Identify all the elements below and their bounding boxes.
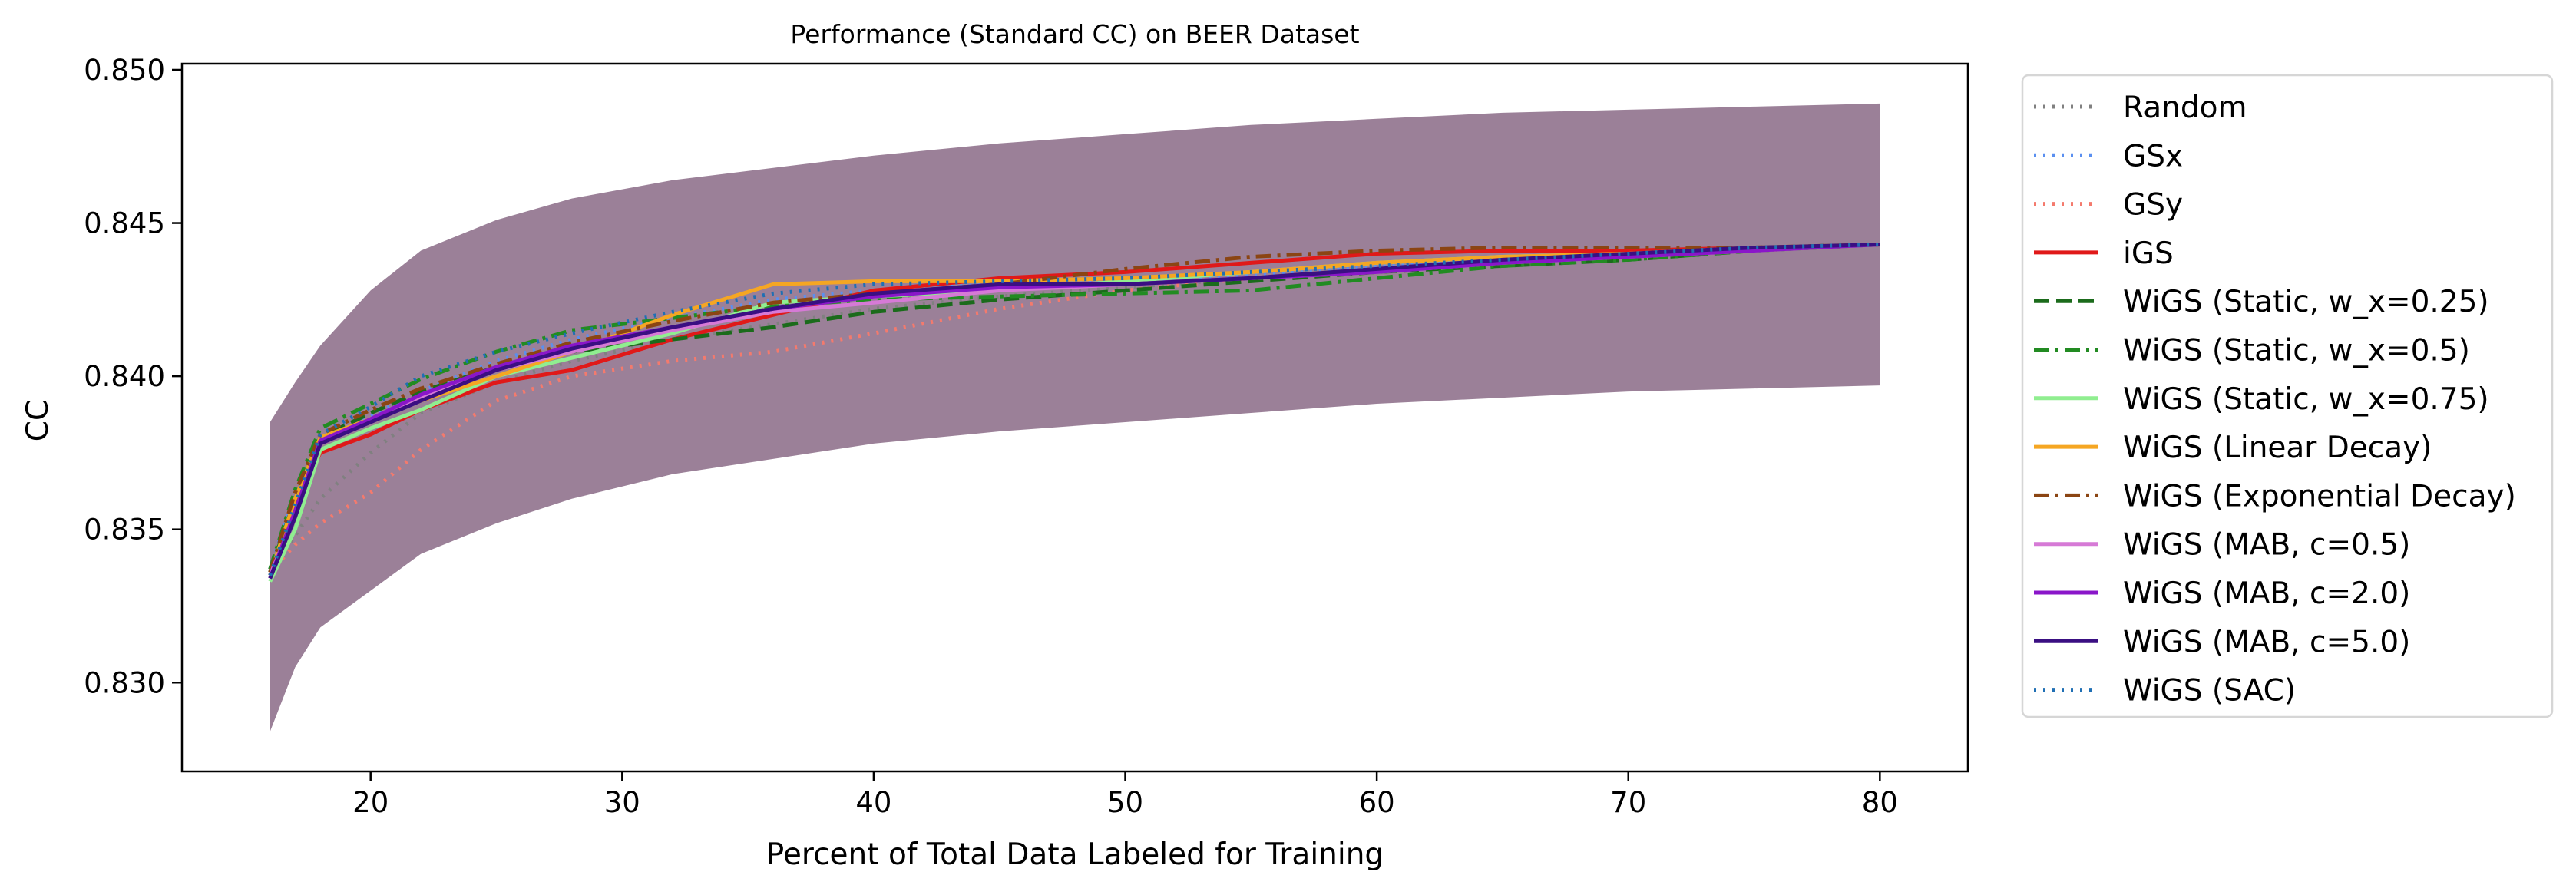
series-line-5	[268, 243, 1880, 570]
legend-label: WiGS (Static, w_x=0.75)	[2123, 382, 2489, 417]
x-tick-label: 60	[1359, 786, 1395, 819]
series-line-8	[268, 243, 1880, 573]
y-axis: 0.830 0.835 0.840 0.845 0.850	[84, 54, 182, 699]
legend-label: WiGS (Static, w_x=0.25)	[2123, 285, 2489, 319]
chart-title: Performance (Standard CC) on BEER Datase…	[790, 19, 1359, 49]
x-tick-label: 50	[1107, 786, 1143, 819]
y-tick-label: 0.840	[84, 360, 165, 393]
legend-label: iGS	[2123, 236, 2174, 271]
y-tick-label: 0.830	[84, 666, 165, 699]
x-tick-label: 20	[352, 786, 389, 819]
legend-label: WiGS (MAB, c=5.0)	[2123, 625, 2410, 659]
confidence-band	[270, 103, 1880, 732]
y-tick-label: 0.845	[84, 207, 165, 240]
series-line-11	[268, 243, 1880, 580]
legend-label: WiGS (MAB, c=0.5)	[2123, 528, 2410, 563]
legend-label: WiGS (Exponential Decay)	[2123, 479, 2516, 514]
series-line-0	[268, 243, 1880, 574]
legend-label: WiGS (Linear Decay)	[2123, 431, 2432, 465]
y-axis-label: CC	[21, 400, 55, 441]
legend-label: GSy	[2123, 188, 2183, 223]
y-tick-label: 0.835	[84, 514, 165, 547]
x-axis-label: Percent of Total Data Labeled for Traini…	[766, 837, 1384, 872]
y-tick-label: 0.850	[84, 54, 165, 87]
legend: Random GSx GSy iGS WiGS (Static, w_x=0.25) Wi…	[2021, 74, 2554, 718]
x-tick-label: 80	[1862, 786, 1898, 819]
x-axis: 20 30 40 50 60 70 80	[352, 771, 1898, 819]
legend-label: GSx	[2123, 139, 2183, 173]
plot-area	[268, 103, 1880, 732]
legend-label: Random	[2123, 91, 2247, 125]
x-tick-label: 40	[855, 786, 891, 819]
series-line-2	[268, 243, 1880, 574]
legend-label: WiGS (SAC)	[2123, 674, 2296, 708]
legend-box	[2021, 74, 2554, 718]
plot-frame	[180, 62, 1969, 773]
x-tick-label: 30	[604, 786, 640, 819]
legend-label: WiGS (MAB, c=2.0)	[2123, 576, 2410, 611]
legend-label: WiGS (Static, w_x=0.5)	[2123, 334, 2470, 368]
x-tick-label: 70	[1610, 786, 1646, 819]
